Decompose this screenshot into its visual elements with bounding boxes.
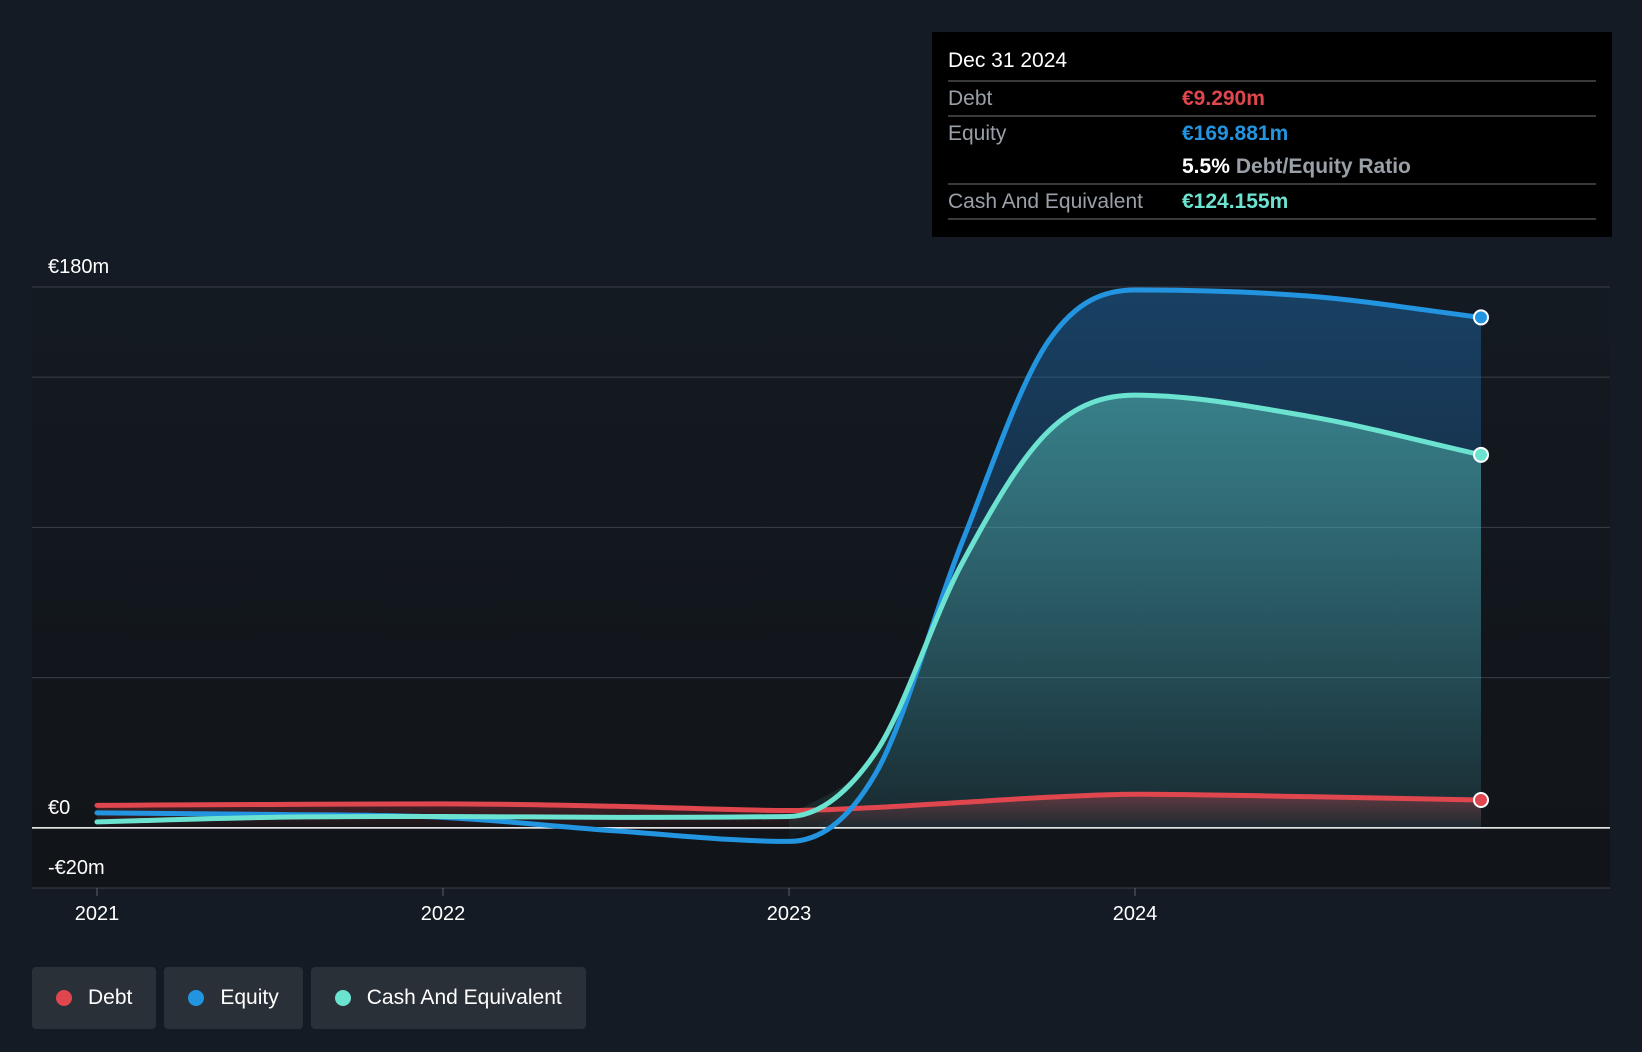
- y-tick-label: €180m: [48, 256, 109, 278]
- tooltip-equity-label: Equity: [948, 122, 1007, 145]
- tooltip-row-cash: Cash And Equivalent €124.155m: [948, 185, 1596, 220]
- legend-item-debt[interactable]: Debt: [32, 967, 157, 1029]
- debt-dot-icon: [56, 990, 72, 1006]
- debt-end-point[interactable]: [1473, 791, 1489, 808]
- y-tick-label: €0: [48, 797, 70, 819]
- series-areas: [97, 290, 1481, 842]
- legend-cash-label: Cash And Equivalent: [366, 986, 562, 1009]
- tooltip-debt-label: Debt: [948, 87, 993, 110]
- cash-dot-icon: [334, 990, 351, 1006]
- tooltip-equity-value: €169.881m: [1182, 122, 1289, 145]
- tooltip-ratio-label: Debt/Equity Ratio: [1235, 155, 1411, 178]
- tooltip-date: Dec 31 2024: [948, 46, 1596, 82]
- cash-end-point[interactable]: [1473, 446, 1489, 463]
- tooltip-row-debt: Debt €9.290m: [948, 82, 1596, 117]
- tooltip-ratio-value: 5.5%: [1182, 155, 1230, 178]
- tooltip-row-equity: Equity €169.881m: [948, 117, 1596, 150]
- x-tick-label: 2024: [1113, 903, 1158, 925]
- cash-area: [789, 395, 1481, 828]
- series-end-markers: [1473, 309, 1489, 808]
- cash-line: [94, 392, 1484, 825]
- y-axis-labels: €180m €0 -€20m: [48, 256, 109, 879]
- x-tick-label: 2023: [767, 903, 812, 925]
- equity-dot-icon: [188, 990, 205, 1006]
- x-tick-label: 2022: [421, 903, 466, 925]
- tooltip-cash-label: Cash And Equivalent: [948, 190, 1143, 213]
- tooltip-row-ratio: 5.5% Debt/Equity Ratio: [948, 150, 1596, 185]
- legend-item-cash[interactable]: Cash And Equivalent: [310, 967, 586, 1029]
- tooltip-debt-value: €9.290m: [1182, 87, 1265, 110]
- legend: Debt Equity Cash And Equivalent: [32, 967, 586, 1029]
- x-axis: 2021 2022 2023 2024: [75, 888, 1158, 925]
- tooltip: Dec 31 2024 Debt €9.290m Equity €169.881…: [932, 32, 1612, 237]
- legend-item-equity[interactable]: Equity: [164, 967, 303, 1029]
- x-tick-label: 2021: [75, 903, 120, 925]
- y-tick-label: -€20m: [48, 857, 105, 879]
- series-lines: [94, 287, 1484, 844]
- equity-end-point[interactable]: [1473, 309, 1489, 326]
- legend-debt-label: Debt: [88, 986, 133, 1009]
- legend-equity-label: Equity: [220, 986, 279, 1009]
- tooltip-cash-value: €124.155m: [1182, 190, 1289, 213]
- tooltip-ratio-spacer: [948, 150, 1182, 183]
